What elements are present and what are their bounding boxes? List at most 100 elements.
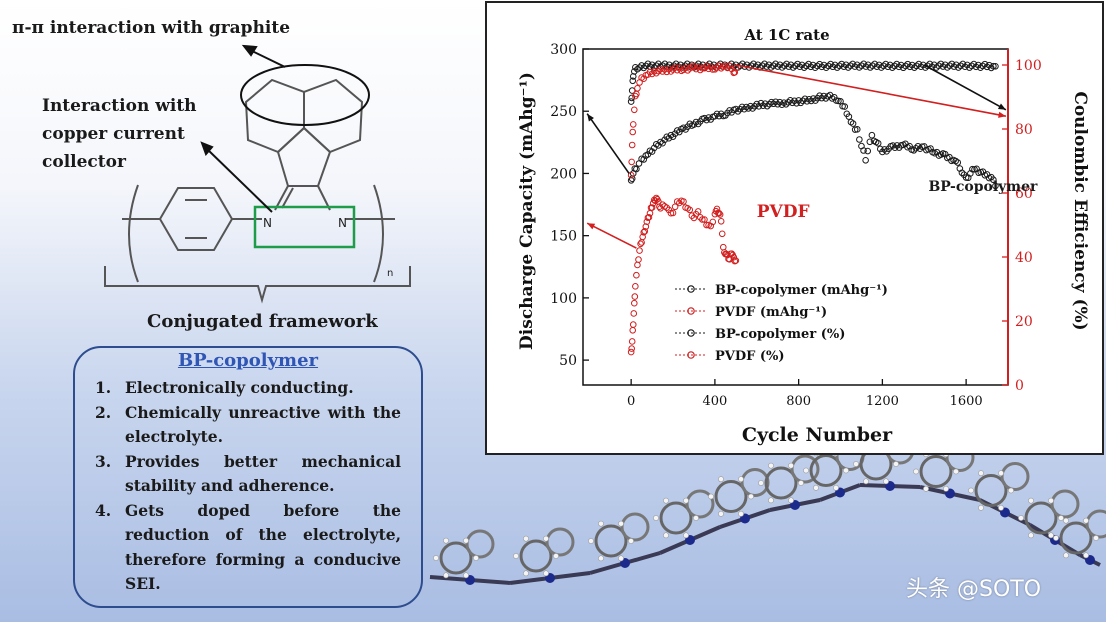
molecule-hydrogen-atom [748,493,754,500]
x-tick-label: 0 [627,394,635,409]
molecule-hydrogen-atom [813,455,819,457]
data-point [845,113,853,120]
data-point [655,67,662,75]
pvdf-capacity-arrow [586,222,637,249]
molecule-hydrogen-atom [663,497,669,504]
molecule-hydrogen-atom [923,455,929,458]
data-point [633,271,640,279]
data-point [973,165,980,173]
data-point [638,239,645,246]
data-point [927,145,934,152]
data-point [645,213,653,221]
copper-interaction-line-2: copper current [42,124,185,144]
molecule-hydrogen-atom [833,484,839,491]
y-left-tick-label: 200 [550,166,577,182]
data-point [627,348,635,356]
data-point [659,68,666,75]
data-point [906,142,913,150]
molecule-hydrogen-atom [1018,515,1024,521]
x-tick-label: 1600 [950,394,983,409]
property-item: 4. Gets doped before the reduction of the… [95,499,401,597]
molecule-ring [1000,462,1030,491]
molecule-ring [859,455,893,481]
data-point [992,62,999,70]
molecule-hydrogen-atom [843,467,849,474]
y-right-tick-label: 0 [1015,378,1024,394]
legend-marker [687,351,695,359]
molecule-hydrogen-atom [663,532,669,539]
series-3 [627,62,740,179]
data-point [709,218,717,226]
data-point [862,157,869,164]
molecule-hydrogen-atom [463,572,469,579]
data-point [628,345,635,352]
polymer-3d-model-image [429,455,1106,585]
molecule-hydrogen-atom [998,504,1004,511]
data-point [736,105,744,113]
repeat-subscript: n [387,268,393,279]
data-point [766,100,773,108]
molecule-hydrogen-atom [923,485,929,492]
data-point [699,216,706,223]
data-point [726,107,733,114]
data-point [889,142,897,149]
x-tick-label: 800 [786,394,811,409]
data-point [635,256,642,263]
data-point [881,146,888,153]
molecule-hydrogen-atom [738,476,744,483]
data-point [650,68,658,75]
data-point [629,77,637,85]
data-point [659,139,666,147]
data-point [778,101,786,109]
data-point [699,64,706,72]
molecule-hydrogen-atom [788,497,794,504]
property-number: 1. [95,378,112,397]
bp-capacity-arrow-head [587,113,594,122]
legend-entry: PVDF (%) [715,349,785,364]
data-point [637,240,644,248]
molecule-hydrogen-atom [788,462,794,469]
data-point [642,62,650,70]
data-point [718,230,726,238]
molecule-hydrogen-atom [718,510,724,517]
x-axis-label: Cycle Number [742,424,893,446]
data-point [715,209,723,217]
molecule-ring [835,455,865,471]
molecule-hydrogen-atom [598,555,604,562]
y-right-tick-label: 80 [1015,122,1033,138]
molecule-hydrogen-atom [1058,515,1064,521]
molecule-hydrogen-atom [853,461,859,467]
data-point [631,293,639,300]
data-point [983,63,991,71]
molecule-ring [659,501,693,535]
molecule-ring [886,455,914,465]
data-point [641,227,649,235]
data-point [680,124,687,132]
data-point [774,100,782,108]
y-right-tick-label: 100 [1015,58,1042,74]
property-text: Electronically conducting. [125,378,354,397]
data-point [628,87,636,94]
molecule-hydrogen-atom [943,455,949,458]
data-point [629,121,637,128]
data-point [632,64,639,71]
molecule-ring [740,468,770,497]
data-point [860,147,867,154]
molecule-hydrogen-atom [693,515,699,521]
watermark: 头条 @SOTO [906,577,1042,602]
molecule-hydrogen-atom [953,468,959,475]
data-point [628,94,635,102]
data-point [688,212,696,219]
molecule-ring [545,527,575,557]
molecule-hydrogen-atom [768,462,774,469]
data-point [990,176,997,184]
y-left-tick-label: 250 [550,104,577,120]
molecule-hydrogen-atom [433,555,439,561]
series-2 [627,60,999,105]
data-point [652,194,660,202]
data-point [782,101,790,108]
data-point [740,105,748,113]
data-point [856,136,863,143]
data-point [642,223,650,230]
data-point [686,120,694,128]
